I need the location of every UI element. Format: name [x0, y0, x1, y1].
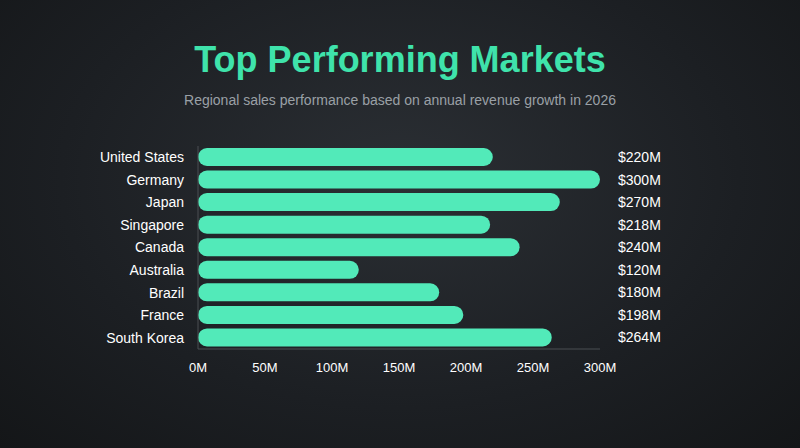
svg-text:150M: 150M — [383, 360, 416, 375]
svg-text:200M: 200M — [450, 360, 483, 375]
svg-text:$198M: $198M — [618, 307, 661, 323]
svg-text:$218M: $218M — [618, 217, 661, 233]
svg-text:250M: 250M — [517, 360, 550, 375]
svg-text:$264M: $264M — [618, 329, 661, 345]
svg-text:0M: 0M — [189, 360, 207, 375]
svg-text:$300M: $300M — [618, 172, 661, 188]
svg-text:Germany: Germany — [126, 172, 184, 188]
html-text:Regional sales performance bas: Regional sales performance based on annu… — [184, 92, 616, 108]
svg-text:Canada: Canada — [135, 239, 184, 255]
svg-text:100M: 100M — [316, 360, 349, 375]
svg-text:Brazil: Brazil — [149, 285, 184, 301]
svg-text:South Korea: South Korea — [106, 330, 184, 346]
svg-text:300M: 300M — [584, 360, 617, 375]
svg-text:$240M: $240M — [618, 239, 661, 255]
svg-text:France: France — [140, 307, 184, 323]
svg-text:$220M: $220M — [618, 149, 661, 165]
svg-text:$180M: $180M — [618, 284, 661, 300]
svg-text:Japan: Japan — [146, 194, 184, 210]
svg-text:$120M: $120M — [618, 262, 661, 278]
svg-text:$270M: $270M — [618, 194, 661, 210]
svg-text:50M: 50M — [252, 360, 277, 375]
svg-text:Singapore: Singapore — [120, 217, 184, 233]
svg-text:Australia: Australia — [130, 262, 185, 278]
html-text:Top Performing Markets: Top Performing Markets — [194, 39, 606, 80]
svg-text:United States: United States — [100, 149, 184, 165]
